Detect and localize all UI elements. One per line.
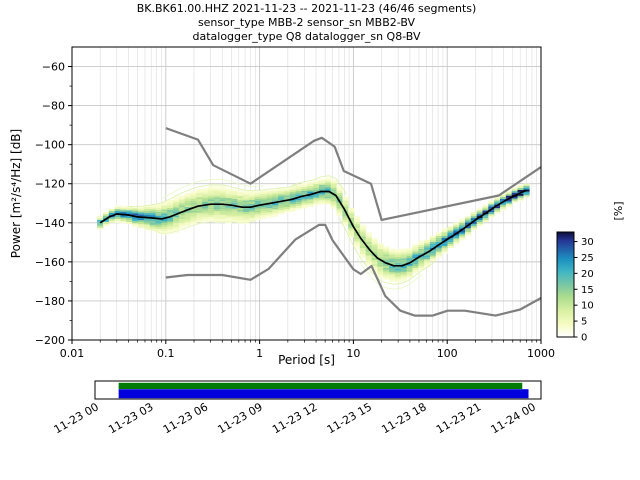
x-axis-label: Period [s] xyxy=(278,353,335,367)
colorbar-tick-label: 10 xyxy=(581,301,594,312)
colorbar-tick-label: 5 xyxy=(581,317,587,328)
histogram-low-probability-wisps xyxy=(128,175,436,290)
x-tick-label: 1 xyxy=(256,347,263,360)
y-tick-label: −60 xyxy=(42,61,65,74)
y-tick-label: −140 xyxy=(35,217,65,230)
x-tick-label: 0.01 xyxy=(60,347,85,360)
coverage-psd-segments xyxy=(118,389,529,399)
x-tick-label: 100 xyxy=(437,347,458,360)
chart-subtitle-sensor: sensor_type MBB-2 sensor_sn MBB2-BV xyxy=(198,16,416,29)
x-tick-label: 1000 xyxy=(527,347,555,360)
colorbar: 0 5 10 15 20 25 30 [%] xyxy=(556,201,625,344)
grid-lines xyxy=(71,47,542,340)
y-axis-ticks: −200 −180 −160 −140 −120 −100 −80 −60 xyxy=(35,61,72,347)
colorbar-tick-label: 0 xyxy=(581,333,587,344)
x-tick-label: 0.1 xyxy=(157,347,175,360)
y-tick-label: −100 xyxy=(35,139,65,152)
coverage-bar xyxy=(94,380,542,400)
colorbar-tick-label: 30 xyxy=(581,237,594,248)
y-tick-label: −180 xyxy=(35,295,65,308)
colorbar-tick-label: 25 xyxy=(581,253,594,264)
chart-title: BK.BK61.00.HHZ 2021-11-23 -- 2021-11-23 … xyxy=(137,2,477,15)
colorbar-label: [%] xyxy=(612,201,625,220)
psd-mean-line xyxy=(99,189,527,267)
y-tick-label: −200 xyxy=(35,334,65,347)
y-axis-label: Power [m²/s⁴/Hz] [dB] xyxy=(9,129,23,258)
chart-subtitle-datalogger: datalogger_type Q8 datalogger_sn Q8-BV xyxy=(192,30,420,43)
colorbar-tick-label: 20 xyxy=(581,269,594,280)
coverage-data-times xyxy=(118,382,523,389)
probability-histogram xyxy=(97,176,530,283)
x-tick-label: 10 xyxy=(346,347,360,360)
colorbar-tick-label: 15 xyxy=(581,285,594,296)
y-tick-label: −80 xyxy=(42,100,65,113)
y-tick-label: −120 xyxy=(35,178,65,191)
x-axis-ticks: 0.01 0.1 1 10 100 1000 xyxy=(60,340,555,360)
noise-model-high-line xyxy=(165,127,542,221)
noise-model-low-line xyxy=(165,223,542,317)
y-tick-label: −160 xyxy=(35,256,65,269)
axes-frame xyxy=(71,46,542,341)
